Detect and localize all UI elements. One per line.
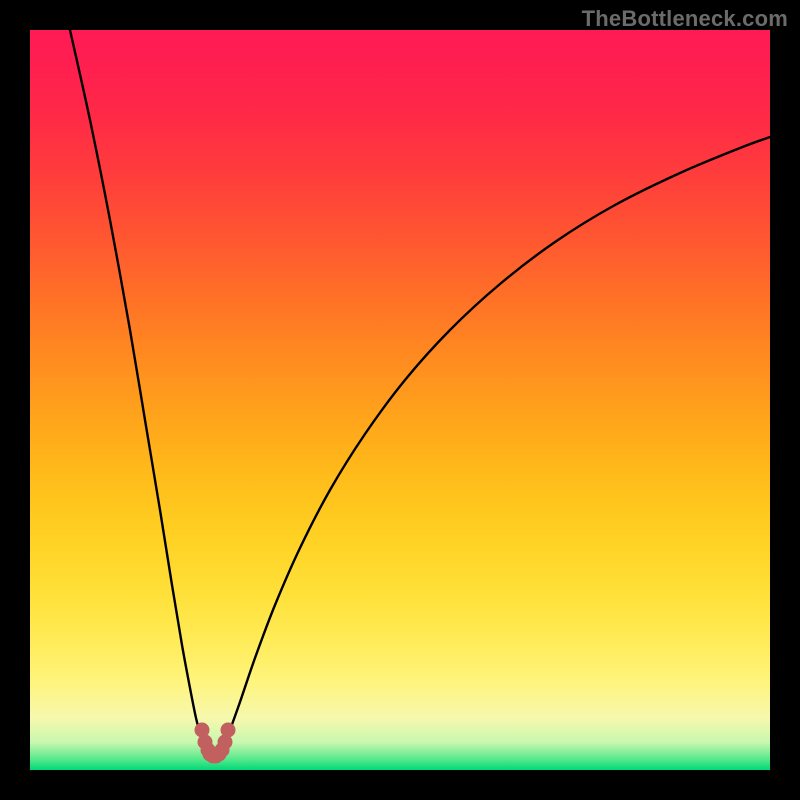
marker-point xyxy=(221,723,236,738)
chart-frame: TheBottleneck.com xyxy=(0,0,800,800)
plot-area xyxy=(30,30,770,770)
bottleneck-curve xyxy=(70,30,770,757)
curve-layer xyxy=(30,30,770,770)
watermark-text: TheBottleneck.com xyxy=(582,6,788,32)
